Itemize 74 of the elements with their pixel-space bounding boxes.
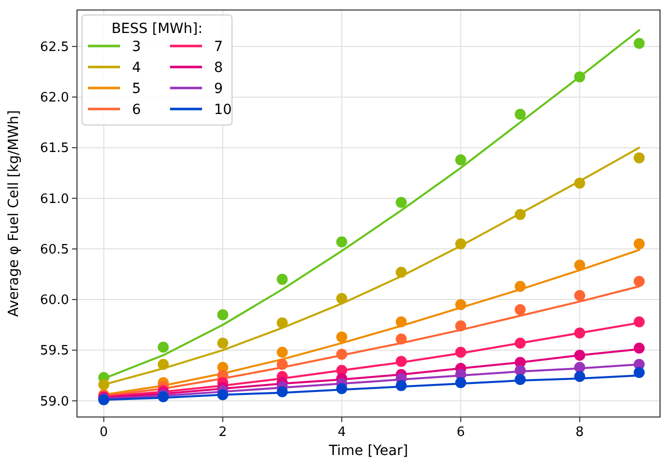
- legend-label: 4: [132, 60, 141, 76]
- y-tick-label: 60.5: [40, 242, 69, 258]
- point: [634, 276, 645, 287]
- point: [574, 290, 586, 302]
- legend-label: 7: [214, 39, 223, 55]
- x-tick-label: 2: [218, 425, 227, 440]
- point: [455, 299, 466, 310]
- y-axis-title: Average φ Fuel Cell [kg/MWh]: [6, 110, 22, 317]
- point: [634, 38, 645, 49]
- point: [98, 379, 110, 390]
- point: [574, 371, 586, 382]
- point: [336, 348, 348, 360]
- x-tick-label: 4: [338, 425, 346, 440]
- point: [574, 71, 586, 82]
- point: [514, 108, 526, 120]
- point: [396, 196, 407, 208]
- point: [634, 316, 645, 328]
- y-tick-label: 59.5: [40, 344, 69, 359]
- y-tick-label: 61.5: [40, 141, 69, 156]
- point: [455, 320, 466, 332]
- point: [514, 338, 526, 349]
- point: [276, 274, 288, 285]
- y-tick-label: 62.0: [40, 90, 69, 106]
- point: [396, 380, 407, 392]
- point: [574, 362, 586, 373]
- point: [514, 280, 526, 292]
- point: [336, 383, 348, 394]
- point: [276, 346, 288, 358]
- point: [158, 358, 169, 370]
- point: [217, 338, 228, 349]
- legend-label: 6: [132, 102, 141, 118]
- x-axis-title: Time [Year]: [328, 443, 408, 459]
- y-tick-label: 62.5: [40, 40, 69, 55]
- point: [455, 377, 466, 388]
- point: [514, 374, 526, 386]
- point: [574, 350, 586, 361]
- point: [574, 327, 586, 338]
- point: [455, 154, 466, 166]
- legend-label: 10: [214, 102, 232, 118]
- point: [336, 236, 348, 248]
- x-tick-label: 6: [456, 425, 465, 440]
- point: [574, 260, 586, 271]
- point: [217, 389, 228, 400]
- y-tick-label: 61.0: [40, 192, 69, 207]
- point: [455, 238, 466, 250]
- point: [396, 356, 407, 367]
- legend-label: 3: [132, 39, 141, 55]
- point: [634, 366, 645, 378]
- point: [217, 309, 228, 320]
- point: [514, 364, 526, 376]
- legend-title: BESS [MWh]:: [111, 21, 203, 37]
- legend-label: 5: [132, 81, 141, 97]
- point: [396, 334, 407, 345]
- point: [634, 238, 645, 250]
- x-tick-label: 0: [100, 425, 108, 440]
- y-tick-label: 60.0: [40, 293, 69, 308]
- legend-label: 8: [214, 60, 223, 76]
- point: [514, 209, 526, 220]
- point: [634, 342, 645, 354]
- point: [276, 358, 288, 370]
- point: [455, 346, 466, 358]
- point: [336, 293, 348, 304]
- point: [514, 304, 526, 316]
- point: [574, 178, 586, 189]
- point: [276, 386, 288, 398]
- legend-label: 9: [214, 81, 223, 97]
- point: [396, 266, 407, 278]
- point: [634, 152, 645, 164]
- point: [336, 332, 348, 343]
- x-tick-label: 8: [576, 425, 584, 440]
- y-tick-label: 59.0: [40, 394, 69, 410]
- point: [396, 316, 407, 328]
- point: [276, 317, 288, 328]
- point: [158, 342, 169, 353]
